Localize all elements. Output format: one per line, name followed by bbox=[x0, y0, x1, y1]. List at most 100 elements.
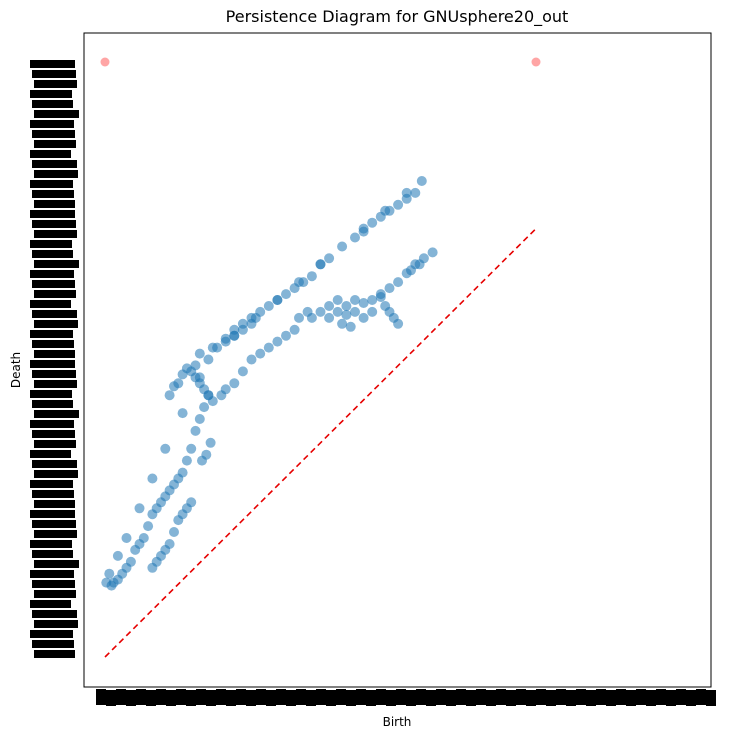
x-tick-label-blob-50 bbox=[596, 689, 606, 705]
x-tick-label-blob-23 bbox=[326, 690, 336, 706]
point-finite-34 bbox=[367, 217, 378, 228]
y-tick-label-blob-18 bbox=[30, 240, 72, 248]
y-tick-label-blob-15 bbox=[30, 210, 75, 218]
y-tick-label-blob-24 bbox=[30, 300, 71, 308]
x-tick-label-blob-53 bbox=[626, 690, 636, 706]
point-finite-7 bbox=[177, 408, 188, 419]
x-tick-label-blob-27 bbox=[366, 690, 376, 706]
point-finite-36 bbox=[350, 232, 360, 243]
x-tick-label-blob-40 bbox=[496, 689, 506, 705]
y-tick-label-blob-32 bbox=[34, 380, 77, 388]
x-tick-label-blob-33 bbox=[426, 690, 436, 706]
point-finite-59 bbox=[324, 301, 335, 311]
point-finite-60 bbox=[332, 295, 343, 305]
x-tick-label-blob-44 bbox=[536, 689, 546, 705]
y-tick-label-blob-16 bbox=[32, 220, 76, 228]
point-finite-5 bbox=[147, 473, 158, 484]
x-tick-label-blob-20 bbox=[296, 689, 306, 705]
point-finite-24 bbox=[337, 241, 348, 252]
point-finite-2 bbox=[112, 550, 123, 561]
x-tick-label-blob-37 bbox=[466, 690, 476, 706]
y-tick-label-blob-36 bbox=[30, 420, 74, 428]
x-tick-label-blob-61 bbox=[706, 690, 716, 706]
x-tick-label-blob-29 bbox=[386, 690, 396, 706]
point-finite-53 bbox=[237, 324, 248, 335]
point-infinite-1 bbox=[531, 57, 541, 67]
y-tick-label-blob-1 bbox=[32, 70, 76, 78]
y-tick-label-blob-34 bbox=[32, 400, 73, 408]
x-tick-label-blob-41 bbox=[506, 690, 516, 706]
point-finite-128 bbox=[147, 562, 158, 573]
point-finite-123 bbox=[169, 527, 179, 537]
point-finite-51 bbox=[220, 336, 231, 347]
point-finite-6 bbox=[160, 443, 171, 454]
x-tick-label-blob-5 bbox=[146, 690, 156, 706]
y-tick-label-blob-0 bbox=[30, 60, 75, 68]
point-finite-129 bbox=[143, 521, 154, 532]
y-tick-label-blob-58 bbox=[32, 640, 74, 648]
x-tick-label-blob-24 bbox=[336, 689, 346, 705]
x-tick-label-blob-58 bbox=[676, 689, 686, 705]
point-finite-95 bbox=[237, 366, 248, 377]
point-finite-69 bbox=[393, 318, 404, 329]
point-finite-31 bbox=[393, 199, 404, 210]
point-finite-94 bbox=[229, 378, 240, 389]
point-finite-41 bbox=[289, 283, 300, 294]
point-infinite-0 bbox=[100, 57, 110, 67]
y-tick-label-blob-30 bbox=[30, 360, 75, 368]
point-finite-70 bbox=[324, 312, 335, 323]
x-tick-label-blob-59 bbox=[686, 690, 696, 706]
point-finite-44 bbox=[263, 301, 274, 311]
point-finite-35 bbox=[358, 226, 369, 237]
y-tick-label-blob-42 bbox=[30, 480, 73, 488]
point-finite-96 bbox=[246, 354, 257, 365]
point-finite-43 bbox=[272, 295, 283, 305]
y-tick-label-blob-47 bbox=[34, 530, 77, 538]
x-tick-label-blob-34 bbox=[436, 689, 446, 705]
point-finite-75 bbox=[367, 306, 378, 317]
x-tick-label-blob-55 bbox=[646, 690, 656, 706]
point-finite-108 bbox=[197, 455, 207, 466]
point-finite-74 bbox=[358, 312, 369, 323]
x-tick-label-blob-42 bbox=[516, 689, 526, 705]
y-tick-label-blob-53 bbox=[34, 590, 76, 598]
point-finite-57 bbox=[306, 312, 317, 323]
x-axis-label: Birth bbox=[383, 715, 412, 729]
x-tick-labels-overplotted bbox=[96, 689, 716, 706]
x-tick-label-blob-0 bbox=[96, 689, 106, 705]
point-finite-42 bbox=[281, 289, 291, 300]
y-tick-label-blob-46 bbox=[32, 520, 76, 528]
y-tick-label-blob-20 bbox=[34, 260, 79, 268]
point-finite-61 bbox=[341, 301, 352, 311]
x-tick-label-blob-8 bbox=[176, 689, 186, 705]
x-tick-label-blob-21 bbox=[306, 690, 316, 706]
x-tick-label-blob-31 bbox=[406, 690, 416, 706]
point-finite-64 bbox=[367, 295, 378, 305]
x-tick-label-blob-2 bbox=[116, 689, 126, 705]
point-finite-71 bbox=[332, 306, 343, 317]
diagonal-line bbox=[104, 228, 537, 658]
point-finite-54 bbox=[246, 318, 257, 329]
point-finite-72 bbox=[341, 309, 352, 320]
point-finite-10 bbox=[203, 354, 214, 365]
y-tick-label-blob-33 bbox=[30, 390, 72, 398]
y-tick-label-blob-40 bbox=[32, 460, 77, 468]
point-finite-80 bbox=[393, 277, 404, 288]
point-finite-86 bbox=[414, 259, 425, 270]
x-tick-label-blob-54 bbox=[636, 689, 646, 705]
y-tick-label-blob-37 bbox=[32, 430, 75, 438]
x-tick-label-blob-51 bbox=[606, 690, 616, 706]
point-finite-99 bbox=[272, 336, 283, 347]
y-tick-label-blob-12 bbox=[30, 180, 73, 188]
x-tick-label-blob-9 bbox=[186, 690, 196, 706]
point-finite-30 bbox=[401, 193, 412, 204]
x-tick-label-blob-16 bbox=[256, 689, 266, 705]
x-tick-label-blob-43 bbox=[526, 690, 536, 706]
point-finite-63 bbox=[358, 298, 369, 308]
y-tick-label-blob-3 bbox=[30, 90, 72, 98]
point-finite-105 bbox=[203, 390, 214, 401]
x-tick-label-blob-1 bbox=[106, 690, 116, 706]
y-tick-label-blob-22 bbox=[32, 280, 75, 288]
point-finite-79 bbox=[384, 283, 395, 294]
point-finite-32 bbox=[384, 205, 395, 216]
